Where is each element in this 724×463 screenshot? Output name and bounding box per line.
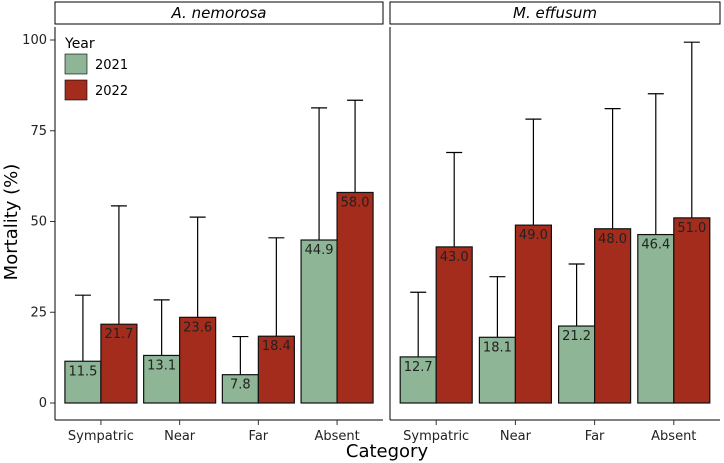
- legend: Year 2021 2022: [64, 36, 128, 101]
- bar-value-label: 43.0: [440, 250, 469, 265]
- y-axis-title: Mortality (%): [1, 164, 22, 281]
- x-tick-label: Near: [164, 429, 196, 444]
- panel-1: A. nemorosa Sympatric 11.5 21.7 Near 13.1 23.6…: [54, 1, 384, 444]
- bar-value-label: 12.7: [404, 360, 433, 375]
- bar-2022: [673, 217, 711, 404]
- bar-2021: [300, 239, 338, 404]
- x-tick-label: Absent: [651, 429, 696, 444]
- bar-value-label: 49.0: [519, 228, 548, 243]
- legend-label-2022: 2022: [95, 84, 128, 99]
- y-tick-label: 75: [30, 124, 47, 139]
- bar-value-label: 48.0: [598, 232, 627, 247]
- x-tick-label: Sympatric: [403, 429, 469, 444]
- x-tick-label: Far: [585, 429, 605, 444]
- panel-2: M. effusum Sympatric 12.7 43.0 Near 18.1 49.0 F…: [389, 1, 721, 444]
- bar-2022: [257, 335, 295, 404]
- bar-2021: [64, 360, 102, 404]
- y-tick-label: 50: [30, 215, 47, 230]
- bar-value-label: 13.1: [147, 358, 176, 373]
- bar-2022: [593, 228, 632, 404]
- y-tick-label: 0: [39, 396, 47, 411]
- bar-value-label: 18.1: [483, 340, 512, 355]
- bar-2022: [179, 316, 217, 404]
- bar-2021: [557, 325, 596, 404]
- bar-value-label: 23.6: [183, 320, 212, 335]
- x-tick-label: Near: [500, 429, 532, 444]
- x-tick-label: Far: [249, 429, 269, 444]
- bar-2022: [435, 246, 473, 404]
- legend-title: Year: [64, 36, 95, 52]
- bar-2021: [637, 233, 675, 404]
- panel-strip: [54, 1, 384, 25]
- bar-value-label: 7.8: [230, 378, 251, 393]
- bar-2022: [336, 191, 374, 404]
- bar-value-label: 11.5: [68, 364, 97, 379]
- bar-2021: [399, 356, 437, 404]
- bar-value-label: 21.7: [104, 327, 133, 342]
- panels: 0 25 50 75 100 A. nemorosa Sympatric 11.5 21.7 Ne…: [22, 1, 721, 444]
- legend-swatch-2021: [64, 53, 88, 75]
- panel-strip: [389, 1, 721, 25]
- legend-swatch-2022: [64, 79, 88, 101]
- bar-value-label: 58.0: [341, 195, 370, 210]
- y-tick-label: 100: [22, 33, 47, 48]
- panel-title: M. effusum: [513, 4, 597, 22]
- bar-value-label: 46.4: [641, 238, 670, 253]
- bar-value-label: 44.9: [305, 243, 334, 258]
- bar-value-label: 18.4: [262, 339, 291, 354]
- bar-value-label: 21.2: [562, 329, 591, 344]
- legend-label-2021: 2021: [95, 58, 128, 73]
- x-tick-label: Sympatric: [68, 429, 134, 444]
- bar-value-label: 51.0: [677, 221, 706, 236]
- bar-2021: [143, 354, 181, 404]
- x-tick-label: Absent: [314, 429, 359, 444]
- y-tick-label: 25: [30, 305, 47, 320]
- bar-2022: [100, 323, 138, 404]
- bar-2022: [514, 224, 553, 404]
- panel-title: A. nemorosa: [171, 4, 267, 22]
- x-axis-title: Category: [346, 441, 429, 462]
